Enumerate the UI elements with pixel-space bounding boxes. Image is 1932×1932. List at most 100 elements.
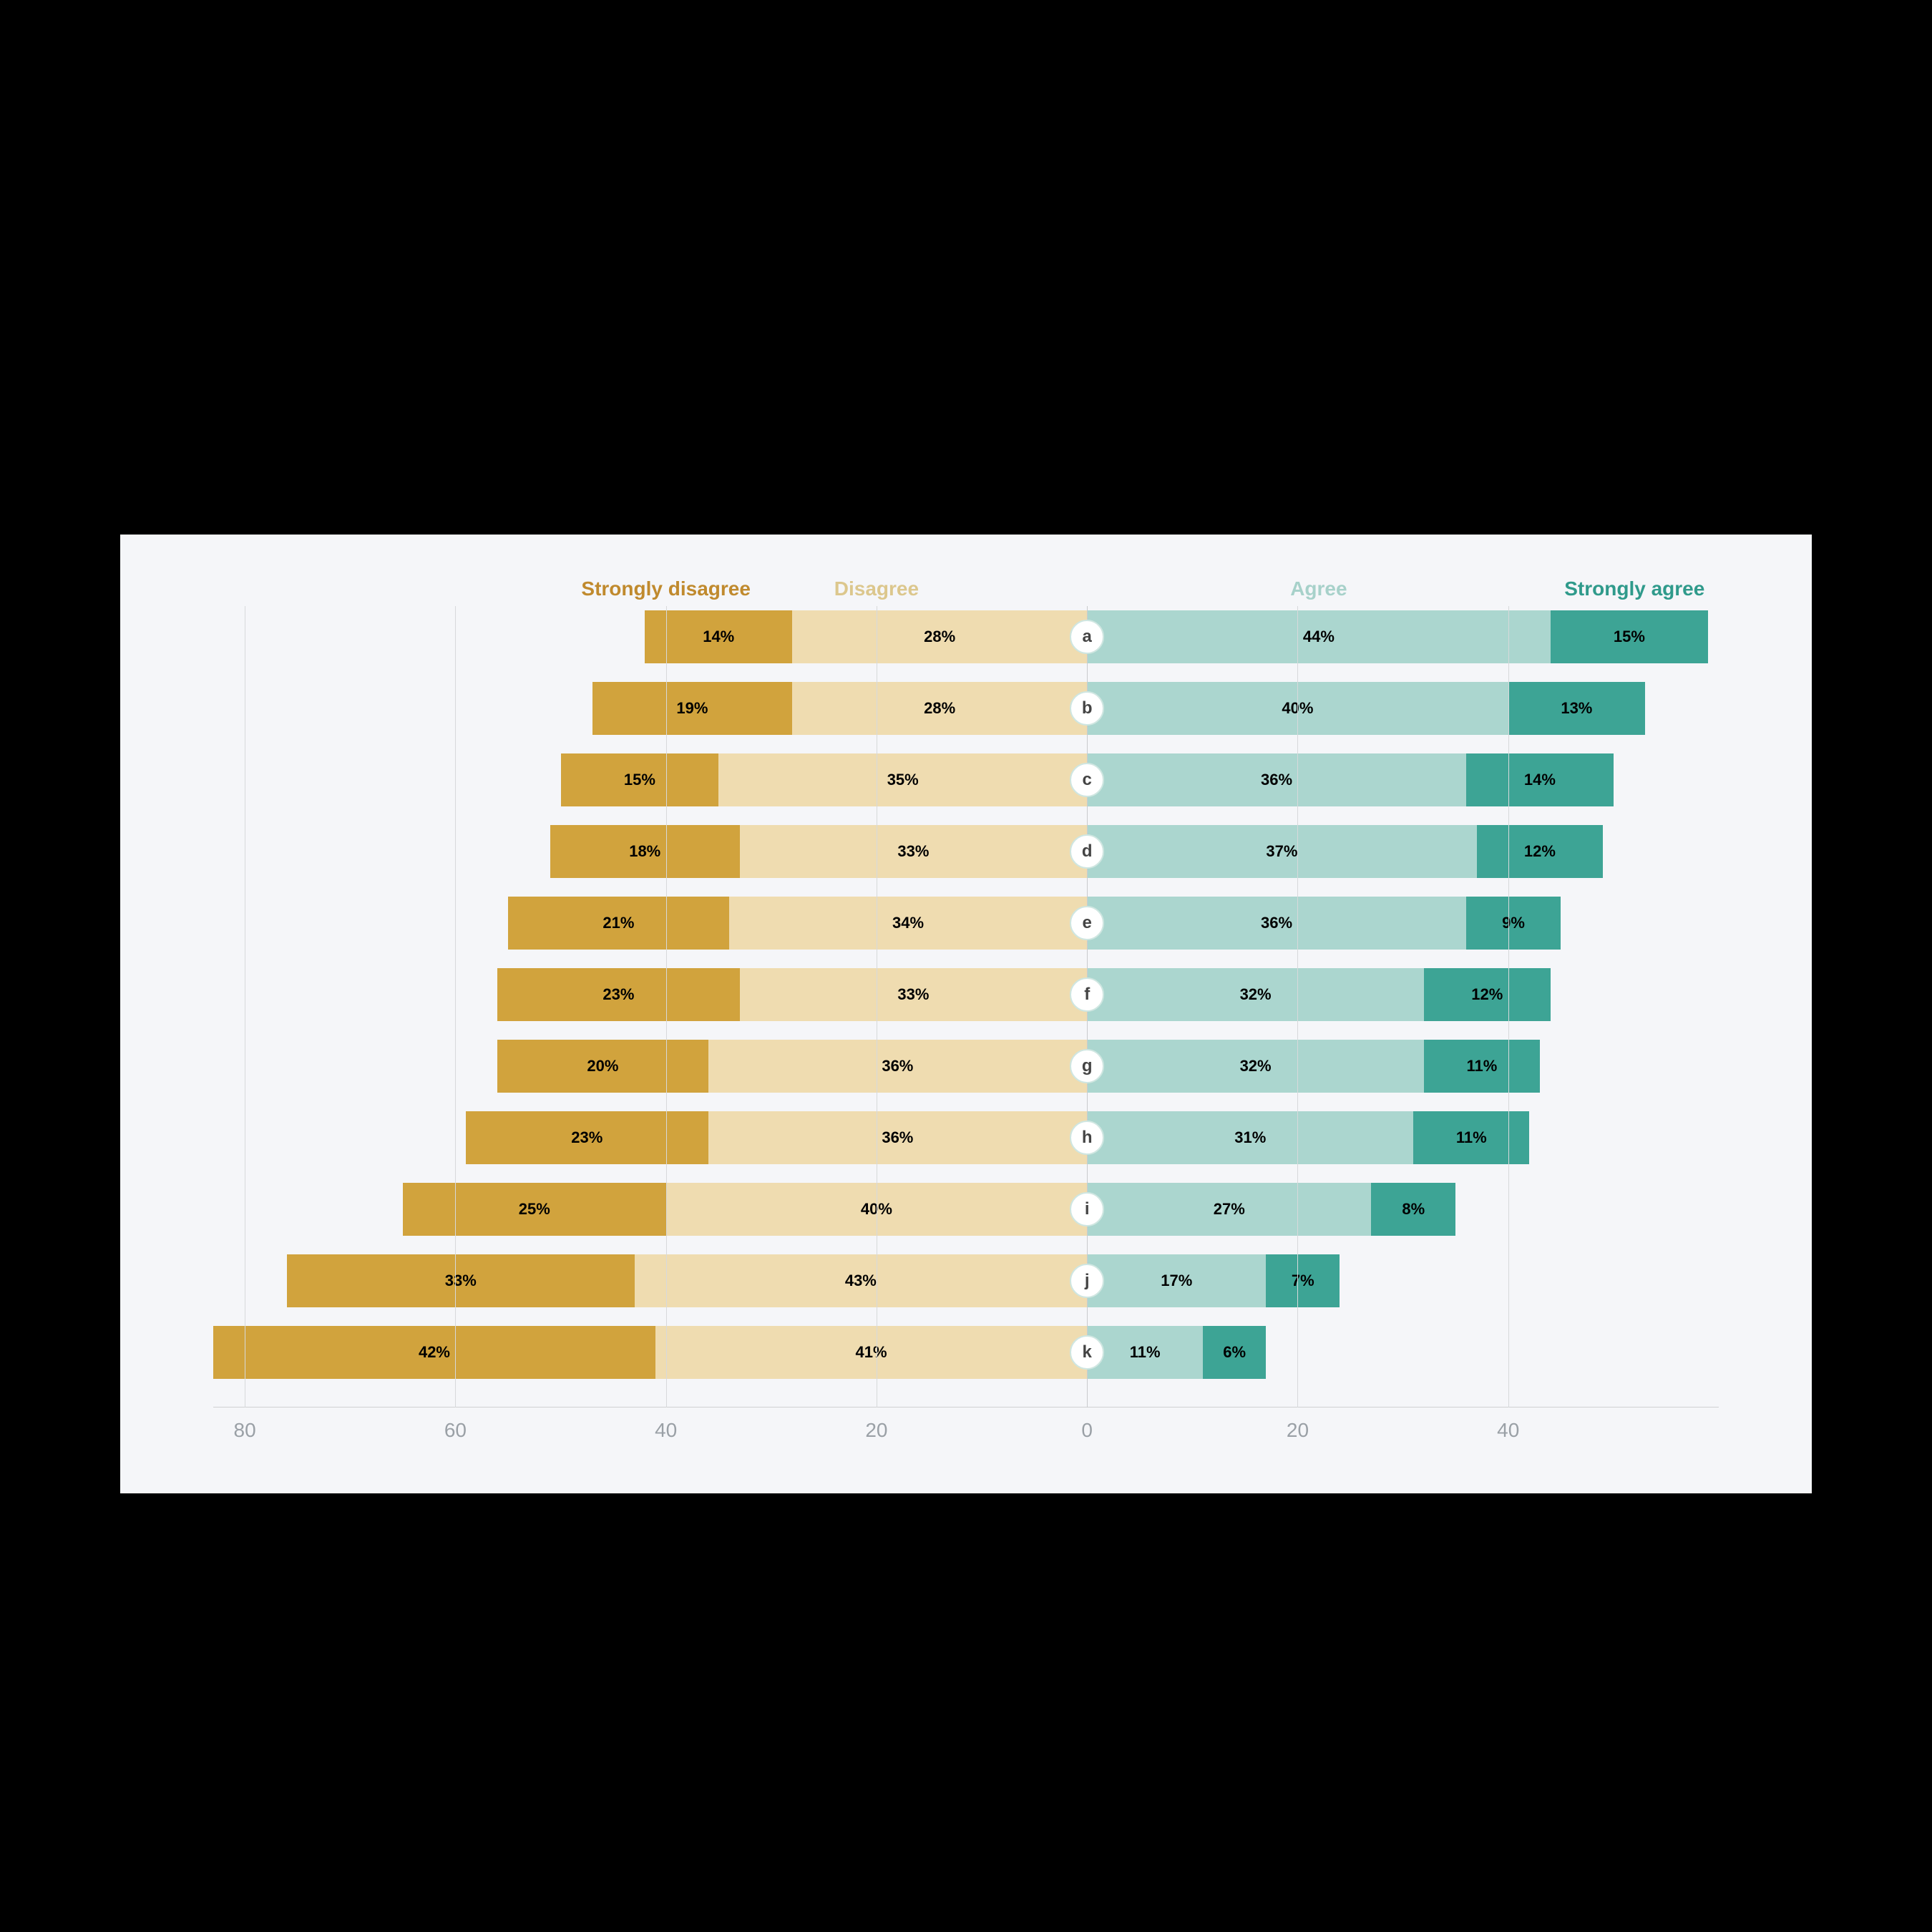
row-label-badge: d	[1070, 834, 1104, 869]
segment-strongly_disagree: 18%	[550, 825, 740, 878]
bar-row: 20% 36% 32% 11% g	[213, 1040, 1719, 1093]
segment-agree: 17%	[1087, 1254, 1266, 1307]
segment-value: 12%	[1524, 842, 1556, 861]
segment-value: 17%	[1161, 1272, 1192, 1290]
segment-agree: 32%	[1087, 968, 1424, 1021]
row-label-text: e	[1083, 913, 1092, 933]
segment-value: 19%	[676, 699, 708, 718]
x-tick-label: 40	[655, 1419, 677, 1442]
row-label-badge: a	[1070, 620, 1104, 654]
gridline	[1297, 606, 1298, 1407]
segment-value: 41%	[856, 1343, 887, 1362]
segment-value: 11%	[1130, 1343, 1161, 1362]
row-label-text: g	[1082, 1056, 1093, 1076]
segment-value: 15%	[1614, 628, 1645, 646]
segment-value: 36%	[882, 1128, 913, 1147]
segment-value: 36%	[882, 1057, 913, 1075]
segment-strongly_disagree: 14%	[645, 610, 792, 663]
segment-value: 43%	[845, 1272, 877, 1290]
segment-disagree: 36%	[708, 1040, 1088, 1093]
row-label-text: k	[1083, 1342, 1092, 1362]
segment-strongly_disagree: 33%	[287, 1254, 635, 1307]
row-label-badge: h	[1070, 1121, 1104, 1155]
segment-value: 13%	[1561, 699, 1592, 718]
segment-disagree: 28%	[792, 610, 1087, 663]
row-label-badge: f	[1070, 977, 1104, 1012]
segment-agree: 32%	[1087, 1040, 1424, 1093]
segment-strongly_disagree: 23%	[466, 1111, 708, 1164]
segment-value: 33%	[897, 985, 929, 1004]
segment-disagree: 34%	[729, 897, 1087, 950]
x-tick-label: 40	[1497, 1419, 1519, 1442]
segment-strongly_disagree: 15%	[561, 753, 719, 806]
legend-strongly_disagree: Strongly disagree	[581, 577, 751, 600]
segment-value: 23%	[571, 1128, 602, 1147]
legend-strongly_agree: Strongly agree	[1564, 577, 1704, 600]
row-label-badge: b	[1070, 691, 1104, 726]
row-label-badge: e	[1070, 906, 1104, 940]
segment-value: 14%	[1524, 771, 1556, 789]
row-label-text: c	[1083, 770, 1092, 790]
segment-value: 18%	[629, 842, 660, 861]
x-tick-label: 0	[1081, 1419, 1093, 1442]
segment-value: 21%	[602, 914, 634, 932]
gridline	[1508, 606, 1509, 1407]
bar-row: 23% 33% 32% 12% f	[213, 968, 1719, 1021]
bar-row: 14% 28% 44% 15% a	[213, 610, 1719, 663]
segment-strongly_disagree: 42%	[213, 1326, 655, 1379]
x-tick-label: 20	[1287, 1419, 1309, 1442]
segment-value: 42%	[419, 1343, 450, 1362]
x-tick-label: 60	[444, 1419, 467, 1442]
segment-value: 6%	[1223, 1343, 1246, 1362]
segment-value: 36%	[1261, 914, 1292, 932]
segment-value: 31%	[1234, 1128, 1266, 1147]
segment-disagree: 33%	[740, 968, 1088, 1021]
segment-value: 36%	[1261, 771, 1292, 789]
legend-disagree: Disagree	[834, 577, 919, 600]
segment-value: 33%	[445, 1272, 477, 1290]
segment-strongly_agree: 14%	[1466, 753, 1614, 806]
row-label-badge: i	[1070, 1192, 1104, 1226]
segment-strongly_agree: 12%	[1477, 825, 1604, 878]
row-label-text: f	[1084, 985, 1090, 1005]
segment-value: 11%	[1467, 1057, 1498, 1075]
segment-value: 25%	[519, 1200, 550, 1219]
segment-agree: 44%	[1087, 610, 1550, 663]
row-label-badge: j	[1070, 1264, 1104, 1298]
row-label-text: d	[1082, 841, 1093, 862]
gridline	[666, 606, 667, 1407]
bar-row: 23% 36% 31% 11% h	[213, 1111, 1719, 1164]
row-label-text: h	[1082, 1128, 1093, 1148]
segment-disagree: 41%	[655, 1326, 1087, 1379]
segment-strongly_agree: 7%	[1266, 1254, 1340, 1307]
segment-value: 14%	[703, 628, 734, 646]
segment-strongly_disagree: 19%	[592, 682, 793, 735]
segment-strongly_disagree: 20%	[497, 1040, 708, 1093]
segment-value: 44%	[1303, 628, 1335, 646]
legend-agree: Agree	[1290, 577, 1347, 600]
row-label-text: b	[1082, 698, 1093, 718]
segment-value: 23%	[602, 985, 634, 1004]
segment-agree: 31%	[1087, 1111, 1413, 1164]
chart-frame: 14%28%44%15%a19%28%40%13%b15%35%36%14%c1…	[120, 535, 1812, 1493]
segment-agree: 27%	[1087, 1183, 1371, 1236]
segment-disagree: 43%	[635, 1254, 1088, 1307]
bar-row: 21% 34% 36% 9% e	[213, 897, 1719, 950]
segment-strongly_agree: 9%	[1466, 897, 1561, 950]
segment-value: 11%	[1456, 1128, 1487, 1147]
segment-value: 12%	[1471, 985, 1503, 1004]
segment-disagree: 28%	[792, 682, 1087, 735]
x-tick-label: 80	[234, 1419, 256, 1442]
segment-value: 7%	[1292, 1272, 1314, 1290]
segment-value: 8%	[1402, 1200, 1425, 1219]
bar-row: 33% 43% 17% 7% j	[213, 1254, 1719, 1307]
segment-value: 32%	[1240, 1057, 1272, 1075]
segment-value: 20%	[587, 1057, 618, 1075]
row-label-badge: g	[1070, 1049, 1104, 1083]
segment-value: 35%	[887, 771, 919, 789]
bar-row: 15% 35% 36% 14% c	[213, 753, 1719, 806]
segment-value: 32%	[1240, 985, 1272, 1004]
segment-value: 28%	[924, 699, 955, 718]
segment-disagree: 36%	[708, 1111, 1088, 1164]
row-label-text: a	[1083, 627, 1092, 647]
